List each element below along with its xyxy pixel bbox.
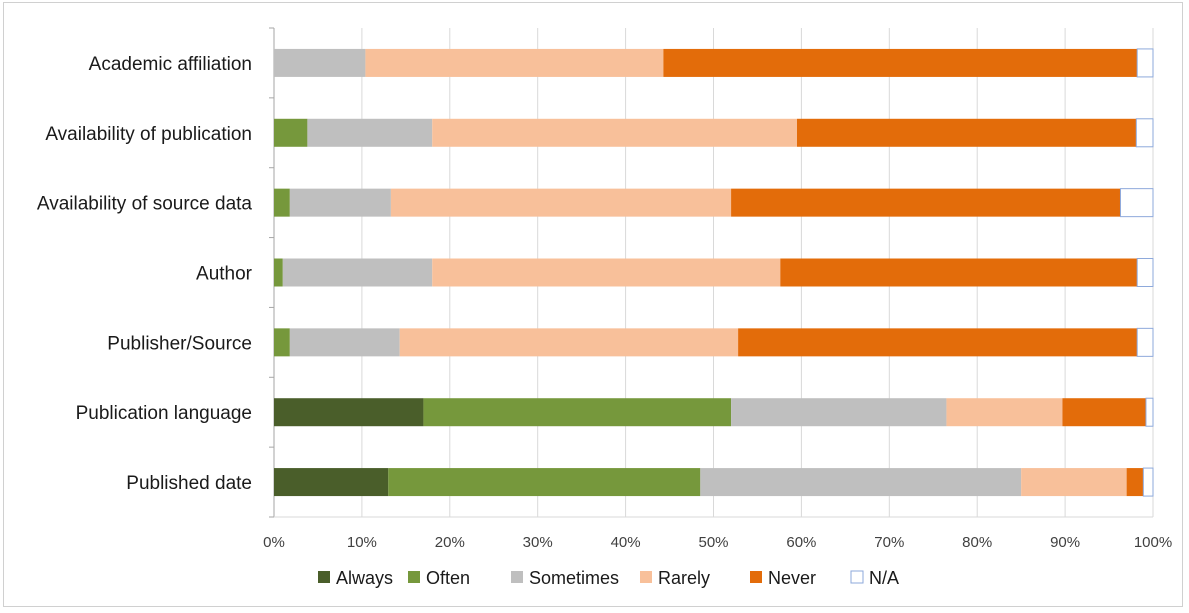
bar-segment-n-a: [1135, 118, 1154, 148]
category-label: Publisher/Source: [107, 333, 252, 354]
x-tick-label: 0%: [263, 534, 285, 551]
category-label: Published date: [126, 473, 252, 494]
bar-segment-sometimes: [700, 468, 1022, 497]
legend-label: N/A: [869, 568, 899, 588]
x-tick-label: 80%: [962, 534, 992, 551]
x-tick-label: 70%: [874, 534, 904, 551]
legend-label: Never: [768, 568, 816, 588]
legend-swatch: [511, 571, 523, 583]
bar-segment-often: [274, 328, 290, 357]
bar-segment-often: [274, 188, 290, 217]
bar-segment-n-a: [1136, 327, 1154, 357]
x-tick-label: 10%: [347, 534, 377, 551]
x-tick-label: 50%: [698, 534, 728, 551]
bar-segment-often: [388, 468, 701, 497]
bar-segment-never: [1126, 468, 1144, 497]
legend-swatch: [318, 571, 330, 583]
bar-segment-rarely: [365, 48, 664, 77]
bar-segment-never: [797, 118, 1137, 147]
bar-segment-never: [738, 328, 1138, 357]
legend-label: Always: [336, 568, 393, 588]
bar-segment-sometimes: [307, 118, 433, 147]
legend-label: Rarely: [658, 568, 710, 588]
legend-label: Sometimes: [529, 568, 619, 588]
bar-segment-n-a: [1142, 467, 1154, 497]
bar-segment-rarely: [390, 188, 732, 217]
bar-segment-n-a: [1136, 258, 1154, 287]
category-label: Author: [196, 264, 253, 285]
legend-swatch: [750, 571, 762, 583]
bar-segment-sometimes: [289, 328, 400, 357]
bar-segment-often: [274, 258, 283, 287]
bar-segment-never: [1062, 398, 1146, 427]
legend-swatch: [850, 570, 864, 584]
bar-segment-rarely: [946, 398, 1063, 427]
bar-segment-never: [663, 48, 1138, 77]
chart-frame: [3, 2, 1183, 607]
bar-segment-n-a: [1119, 188, 1154, 218]
x-tick-label: 90%: [1050, 534, 1080, 551]
bar-segment-never: [731, 188, 1121, 217]
bar-segment-sometimes: [274, 48, 366, 77]
bar-segment-rarely: [432, 258, 781, 287]
bar-segment-often: [274, 118, 308, 147]
bar-segment-rarely: [432, 118, 798, 147]
bar-segment-sometimes: [731, 398, 947, 427]
legend-label: Often: [426, 568, 470, 588]
bar-segment-rarely: [399, 328, 739, 357]
bar-segment-rarely: [1021, 468, 1127, 497]
bar-segment-n-a: [1145, 397, 1154, 427]
bar-segment-sometimes: [282, 258, 433, 287]
bar-segment-n-a: [1136, 48, 1154, 78]
x-tick-label: 30%: [523, 534, 553, 551]
bar-segment-always: [274, 468, 389, 497]
bar-segment-always: [274, 398, 424, 427]
x-tick-label: 20%: [435, 534, 465, 551]
category-label: Availability of source data: [37, 194, 253, 215]
bar-segment-sometimes: [289, 188, 391, 217]
legend-swatch: [408, 571, 420, 583]
category-label: Publication language: [76, 403, 252, 424]
legend-swatch: [640, 571, 652, 583]
x-tick-label: 100%: [1134, 534, 1172, 551]
x-tick-label: 40%: [611, 534, 641, 551]
bar-segment-often: [423, 398, 732, 427]
bar-segment-never: [780, 258, 1138, 287]
category-label: Availability of publication: [45, 124, 252, 145]
category-label: Academic affiliation: [89, 54, 252, 75]
x-tick-label: 60%: [786, 534, 816, 551]
